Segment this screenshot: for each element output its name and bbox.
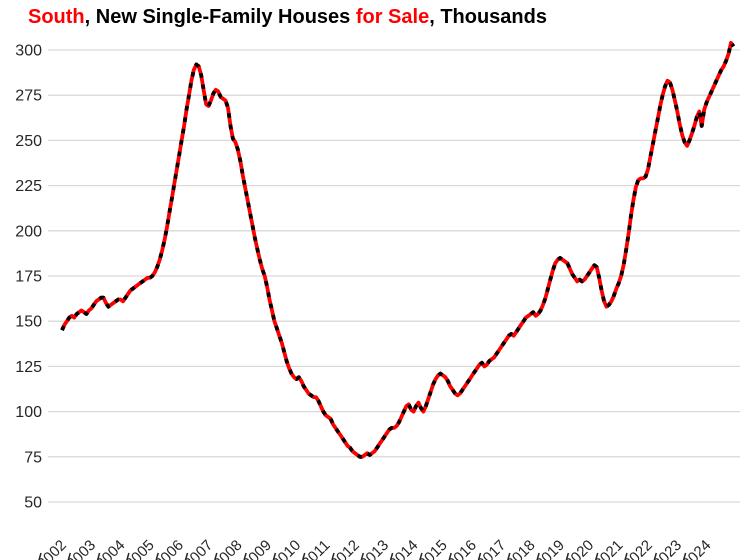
tick-mark	[126, 552, 130, 560]
tick-mark	[38, 552, 42, 560]
tick-mark	[155, 552, 159, 560]
tick-mark	[214, 552, 218, 560]
tick-mark	[419, 552, 423, 560]
y-tick-label: 125	[15, 359, 42, 376]
title-segment-middle: , New Single-Family Houses	[84, 6, 356, 28]
tick-mark	[331, 552, 335, 560]
data-line-dash-overlay	[60, 40, 736, 459]
data-line-red	[60, 40, 736, 459]
tick-mark	[448, 552, 452, 560]
title-segment-thousands: , Thousands	[429, 6, 547, 28]
y-tick-label: 75	[24, 449, 42, 466]
chart-title: South, New Single-Family Houses for Sale…	[28, 6, 547, 29]
tick-mark	[536, 552, 540, 560]
tick-mark	[184, 552, 189, 560]
tick-mark	[96, 552, 101, 560]
y-tick-label: 175	[15, 269, 42, 286]
tick-mark	[507, 552, 511, 560]
tick-mark	[594, 552, 599, 560]
tick-mark	[624, 552, 628, 560]
title-segment-south: South	[28, 6, 85, 28]
tick-mark	[272, 552, 277, 560]
y-tick-label: 100	[15, 404, 42, 421]
y-tick-label: 225	[15, 178, 42, 195]
y-tick-label: 300	[15, 43, 42, 60]
title-segment-for-sale: for Sale	[355, 6, 430, 28]
y-tick-label: 150	[15, 314, 42, 331]
tick-mark	[67, 552, 72, 560]
gridlines	[48, 49, 740, 503]
y-tick-label: 275	[15, 88, 42, 105]
y-tick-label: 250	[15, 133, 42, 150]
tick-mark	[360, 552, 365, 560]
x-axis-ticks	[38, 552, 687, 560]
tick-mark	[389, 552, 394, 560]
tick-mark	[477, 552, 482, 560]
x-axis-labels: 2002200320042005200620072008200920102011…	[34, 537, 714, 560]
tick-mark	[301, 552, 306, 560]
y-axis-labels: 50 75 100 125 150 175 200 225 250 275 300	[15, 43, 42, 512]
tick-mark	[565, 552, 570, 560]
tick-mark	[243, 552, 247, 560]
tick-mark	[653, 552, 658, 560]
y-tick-label: 200	[15, 223, 42, 240]
y-tick-label: 50	[24, 495, 42, 512]
tick-mark	[682, 552, 687, 560]
